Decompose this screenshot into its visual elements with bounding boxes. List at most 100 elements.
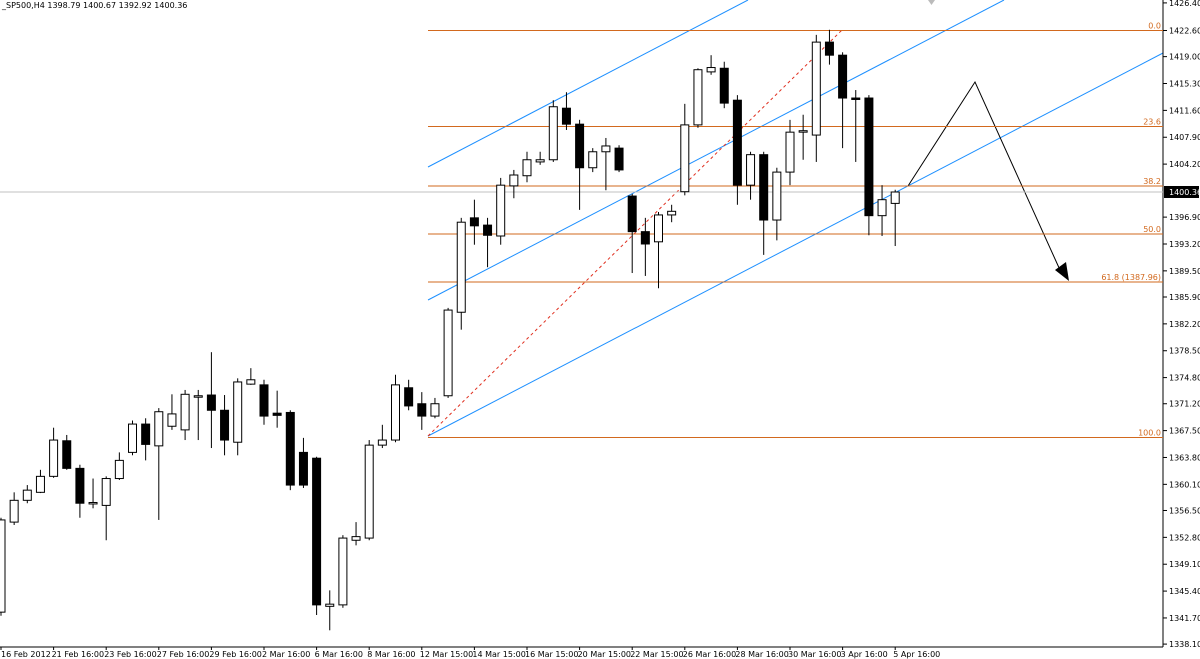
candle-body [285,411,295,486]
candle-body [627,195,637,233]
x-tick-label: 16 Feb 2012 [1,650,51,659]
channel-line [427,0,749,168]
candle-body [417,403,427,417]
candle-body [732,99,742,186]
candle-body [259,384,269,417]
y-tick-label: 1352.80 [1169,533,1200,542]
y-tick-label: 1356.50 [1169,506,1200,515]
candle-body [890,191,900,204]
projection-path [907,80,1061,271]
x-tick-label: 22 Mar 15:00 [630,650,683,659]
candle-body [483,224,493,236]
candle-body [746,154,756,186]
x-tick-label: 23 Feb 16:00 [104,650,156,659]
candle-body [325,603,335,607]
candle-body [180,393,190,431]
x-tick-label: 8 Mar 16:00 [367,650,415,659]
fib-label: 23.6 [1143,118,1161,127]
x-tick-label: 21 Feb 16:00 [52,650,104,659]
fib-label: 38.2 [1143,177,1161,186]
candle-body [640,231,650,245]
y-tick-label: 1341.70 [1169,614,1200,623]
candle-body [75,467,85,504]
candle-body [561,107,571,125]
fib-label: 50.0 [1143,225,1161,234]
y-tick-label: 1385.90 [1169,293,1200,302]
candle-body [509,174,519,187]
candle-body [49,439,59,477]
candle-body [522,159,532,177]
candle-body [114,459,124,480]
candle-body [654,214,663,243]
y-tick-label: 1382.20 [1169,320,1200,329]
y-tick-label: 1396.90 [1169,213,1200,222]
x-tick-label: 5 Apr 16:00 [893,650,940,659]
x-tick-label: 14 Mar 15:00 [472,650,525,659]
candle-body [193,395,203,398]
y-tick-label: 1378.50 [1169,347,1200,356]
y-tick-label: 1419.00 [1169,53,1200,62]
x-tick-label: 27 Feb 16:00 [157,650,209,659]
candle-body [759,154,769,221]
candle-body [811,41,821,136]
candle-body [377,439,387,446]
candle-body [298,451,308,486]
candle-body [456,221,466,313]
candle-body [667,210,677,216]
candle-body [141,423,151,445]
candle-body [391,384,400,441]
x-tick-label: 20 Mar 15:00 [578,650,631,659]
candle-body [167,413,177,427]
candle-body [88,501,98,505]
current-price-tag [1164,185,1199,198]
channel-line [427,52,1164,437]
candle-body [233,381,243,443]
candle-body [338,537,348,606]
candle-body [101,478,111,506]
fib-trend-line [427,29,843,437]
candle-body [128,423,137,453]
candle-body [706,67,716,73]
channel-line [427,0,1005,301]
y-tick-label: 1338.10 [1169,640,1200,649]
candle-body [772,171,782,221]
candle-body [220,409,230,441]
y-tick-label: 1411.60 [1169,106,1200,115]
y-tick-label: 1367.50 [1169,427,1200,436]
x-tick-label: 3 Apr 16:00 [841,650,888,659]
x-tick-label: 2 Mar 16:00 [262,650,310,659]
y-tick-label: 1426.40 [1169,0,1200,8]
fib-label: 61.8 (1387.96) [1101,273,1161,282]
x-tick-label: 6 Mar 16:00 [315,650,363,659]
x-tick-label: 29 Feb 16:00 [209,650,261,659]
y-tick-label: 1404.20 [1169,160,1200,169]
y-tick-label: 1363.80 [1169,453,1200,462]
candle-body [785,131,795,173]
candle-body [154,411,164,447]
current-price-label: 1400.36 [1169,188,1200,197]
y-tick-label: 1407.90 [1169,133,1200,142]
candle-body [719,67,729,104]
fib-label: 0.0 [1148,21,1161,30]
candle-body [22,489,32,501]
y-tick-label: 1422.60 [1169,26,1200,35]
candle-body [838,54,848,99]
y-tick-label: 1389.50 [1169,267,1200,276]
header: _SP500,H4 1398.79 1400.67 1392.92 1400.3… [1,1,187,10]
candle-body [680,124,690,193]
candle-body [469,217,479,227]
y-tick-label: 1374.80 [1169,374,1200,383]
candle-body [851,97,861,100]
x-tick-label: 16 Mar 15:00 [525,650,578,659]
fib-label: 100.0 [1138,429,1161,438]
candle-body [351,536,361,541]
candle-body [62,440,72,469]
candle-body [430,403,440,417]
candle-body [548,106,558,161]
projection-arrowhead [1055,262,1069,281]
candle-body [824,41,834,56]
candle-body [35,475,45,493]
candle-body [312,457,322,606]
close-value: 1400.36 [154,1,187,10]
